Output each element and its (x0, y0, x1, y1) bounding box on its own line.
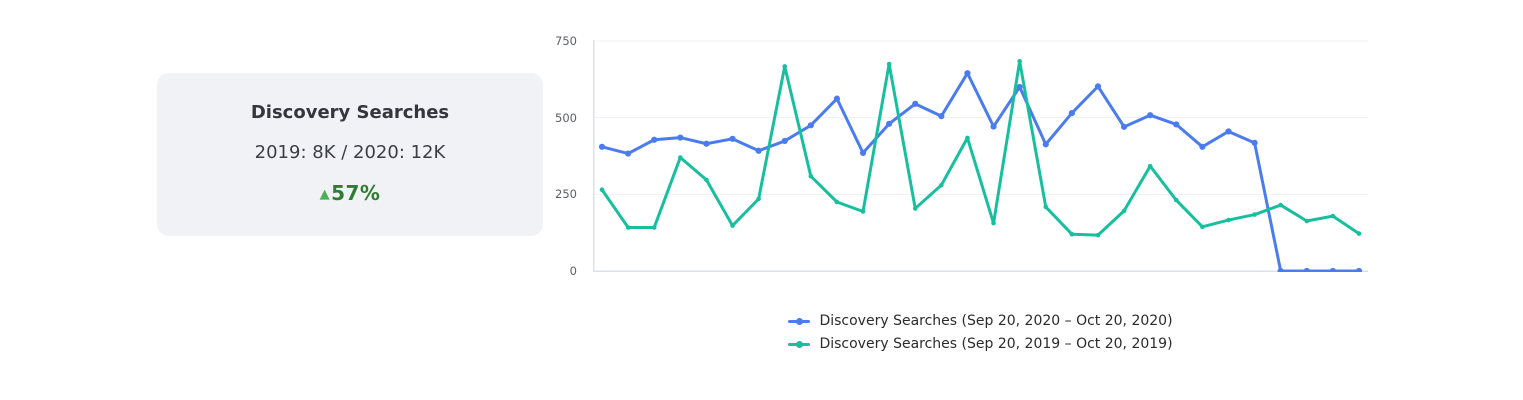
data-point (833, 95, 841, 102)
data-point (1356, 231, 1362, 236)
data-point (1017, 58, 1022, 64)
data-point (859, 149, 867, 157)
card-change: ▲57% (320, 173, 381, 217)
legend-label-2020: Discovery Searches (Sep 20, 2020 – Oct 2… (819, 313, 1173, 329)
data-point (1173, 121, 1180, 128)
plot-area (593, 40, 1368, 276)
data-point (1329, 267, 1336, 275)
trend-up-icon: ▲ (319, 186, 331, 202)
data-point (1068, 109, 1075, 117)
data-point (730, 223, 735, 228)
legend-item-2019[interactable]: Discovery Searches (Sep 20, 2019 – Oct 2… (788, 336, 1173, 352)
data-point (1278, 202, 1283, 208)
data-point (1225, 128, 1232, 135)
data-point (703, 140, 710, 147)
card-title: Discovery Searches (250, 101, 450, 123)
data-point (886, 120, 893, 127)
y-axis: 0 250 500 750 (545, 34, 577, 278)
line-marker-icon (788, 340, 811, 349)
data-point (991, 220, 996, 226)
data-point (939, 182, 944, 188)
legend-item-2020[interactable]: Discovery Searches (Sep 20, 2020 – Oct 2… (788, 313, 1173, 329)
data-point (1094, 83, 1102, 90)
data-point (860, 209, 866, 214)
data-point (756, 196, 761, 202)
data-point (1200, 224, 1205, 230)
data-point (755, 147, 762, 154)
data-point (651, 136, 658, 143)
line-marker-icon (788, 317, 811, 326)
data-point (651, 225, 657, 230)
y-axis-tick-label: 750 (555, 34, 577, 48)
legend-label-2019: Discovery Searches (Sep 20, 2019 – Oct 2… (819, 336, 1173, 352)
data-point (1303, 267, 1310, 275)
data-point (964, 70, 971, 77)
discovery-searches-card: Discovery Searches 2019: 8K / 2020: 12K … (157, 73, 543, 236)
data-point (678, 155, 683, 160)
data-point (1173, 197, 1179, 203)
data-point (912, 206, 918, 211)
data-point (1120, 123, 1128, 130)
data-point (729, 135, 736, 142)
data-point (782, 64, 788, 69)
discovery-searches-chart: 0 250 500 750 (545, 34, 1375, 278)
data-point (1304, 218, 1310, 224)
data-point (625, 225, 631, 230)
card-subtitle: 2019: 8K / 2020: 12K (254, 141, 446, 163)
data-point (1330, 213, 1336, 219)
data-point (599, 187, 605, 193)
data-point (1042, 141, 1049, 148)
data-point (1147, 112, 1154, 119)
data-point (625, 150, 632, 157)
data-point (1277, 267, 1284, 275)
data-point (1043, 204, 1049, 210)
data-point (808, 173, 814, 179)
data-point (1355, 267, 1363, 275)
data-point (1016, 83, 1023, 91)
data-point (1199, 143, 1206, 150)
data-point (1251, 139, 1258, 146)
data-point (704, 177, 709, 183)
data-point (886, 61, 892, 67)
y-axis-tick-label: 0 (569, 264, 577, 278)
data-point (990, 123, 997, 130)
data-point (677, 134, 684, 141)
data-point (598, 143, 606, 150)
data-point (1226, 217, 1231, 223)
data-point (912, 100, 919, 107)
data-point (1121, 208, 1127, 214)
data-point (1147, 163, 1153, 169)
change-value: 57% (331, 180, 381, 205)
y-axis-tick-label: 250 (555, 187, 577, 202)
data-point (1095, 232, 1101, 238)
data-point (938, 113, 945, 120)
data-point (1069, 231, 1075, 237)
y-axis-tick-label: 500 (555, 110, 577, 125)
data-point (834, 199, 840, 205)
data-point (965, 135, 970, 141)
data-point (807, 122, 814, 129)
data-point (781, 137, 788, 145)
data-point (1252, 212, 1257, 217)
chart-legend: Discovery Searches (Sep 20, 2020 – Oct 2… (593, 313, 1368, 352)
